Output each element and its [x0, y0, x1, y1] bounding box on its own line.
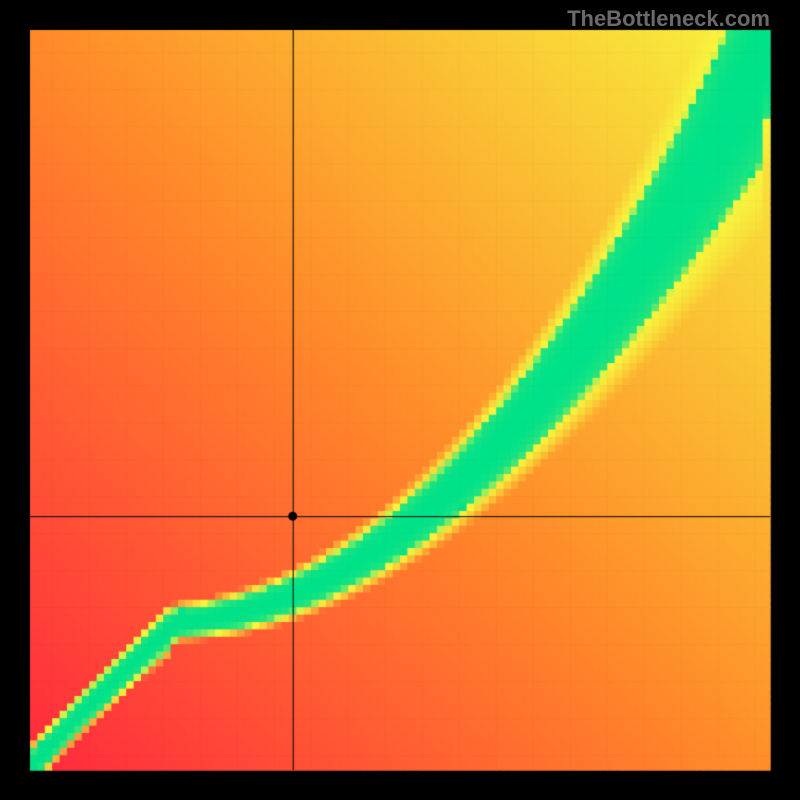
heatmap-canvas — [0, 0, 800, 800]
watermark-text: TheBottleneck.com — [567, 6, 770, 32]
